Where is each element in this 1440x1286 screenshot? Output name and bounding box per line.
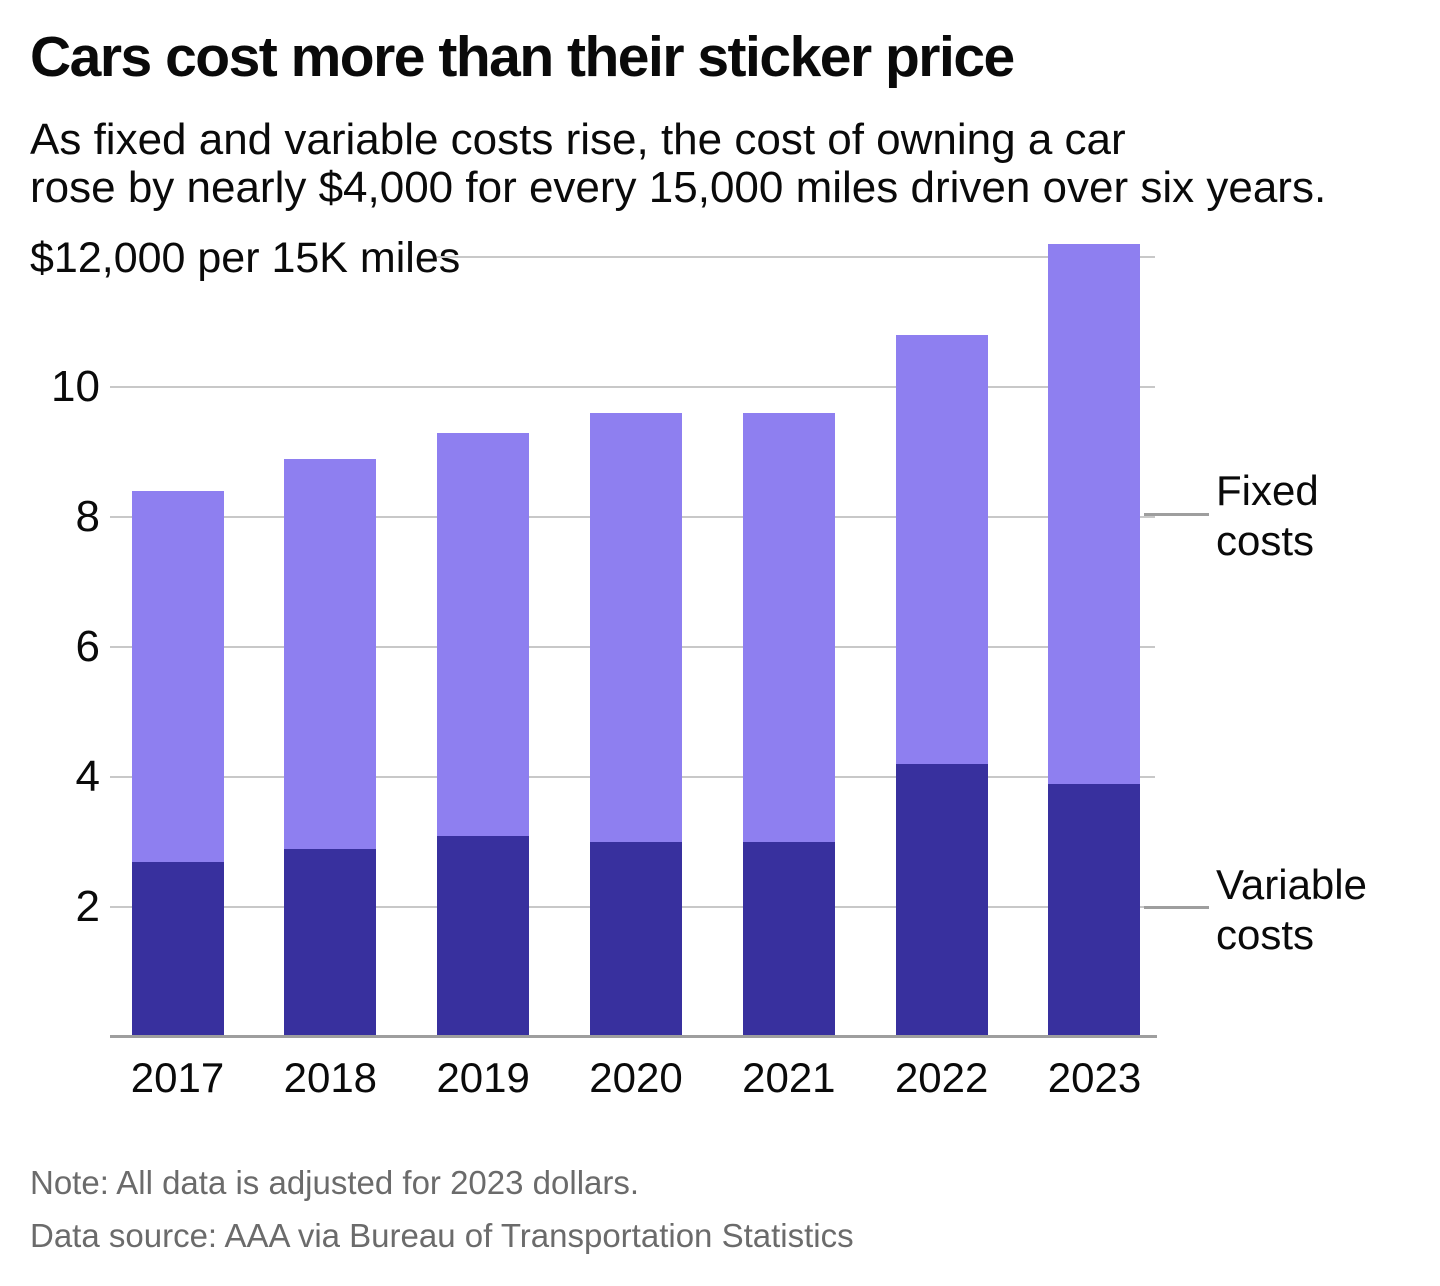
variable-costs-tick [1144, 906, 1209, 909]
chart-subtitle-line1: As fixed and variable costs rise, the co… [30, 115, 1126, 164]
x-label-2021: 2021 [742, 1054, 836, 1101]
bar-2019-fixed-segment [437, 432, 530, 836]
x-label-2018: 2018 [283, 1054, 378, 1101]
y-tick-label-6: 6 [75, 622, 100, 671]
bar-2021-fixed-segment [742, 413, 835, 842]
fixed-costs-label: Fixed costs [1216, 467, 1319, 564]
fixed-costs-tick [1144, 513, 1209, 516]
bar-2020-variable-segment [589, 842, 682, 1037]
bar-2023-variable-segment [1048, 783, 1141, 1037]
y-tick-label-4: 4 [75, 752, 100, 801]
x-axis-line [110, 1035, 1157, 1038]
chart-subtitle-line2: rose by nearly $4,000 for every 15,000 m… [30, 163, 1327, 212]
bar-2018-fixed-segment [284, 458, 377, 849]
y-axis-unit-label: $12,000 per 15K miles [30, 234, 461, 282]
bar-2022-fixed-segment [895, 335, 988, 764]
bar-2022-variable-segment [895, 764, 988, 1037]
bar-2020-fixed-segment [589, 413, 682, 842]
source-text: Data source: AAA via Bureau of Transport… [30, 1217, 854, 1254]
x-label-2019: 2019 [436, 1054, 530, 1101]
gridline-12 [437, 256, 1155, 258]
x-label-2022: 2022 [894, 1054, 989, 1101]
bar-2017-fixed-segment [131, 491, 224, 862]
bar-2021-variable-segment [742, 842, 835, 1037]
x-label-2023: 2023 [1047, 1054, 1142, 1101]
chart-title: Cars cost more than their sticker price [30, 25, 1015, 89]
variable-costs-label: Variable costs [1216, 861, 1367, 958]
gridline-10 [110, 386, 1155, 388]
bar-2023-fixed-segment [1048, 244, 1141, 784]
y-tick-label-2: 2 [75, 882, 100, 931]
chart-subtitle: As fixed and variable costs rise, the co… [30, 116, 1326, 212]
y-tick-label-8: 8 [75, 492, 100, 541]
y-tick-label-10: 10 [51, 362, 100, 411]
x-label-2017: 2017 [130, 1054, 225, 1101]
bar-2019-variable-segment [437, 835, 530, 1037]
bar-2018-variable-segment [284, 848, 377, 1037]
x-label-2020: 2020 [589, 1054, 683, 1101]
bar-2017-variable-segment [131, 861, 224, 1037]
note-text: Note: All data is adjusted for 2023 doll… [30, 1164, 640, 1201]
